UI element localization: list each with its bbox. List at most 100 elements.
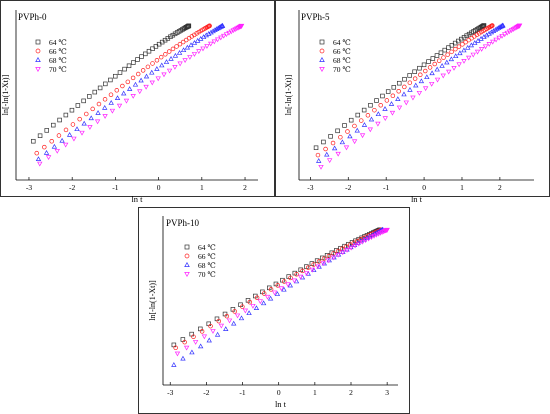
data-point <box>84 111 89 117</box>
data-point <box>235 25 241 31</box>
data-point <box>108 77 113 83</box>
data-point <box>315 152 321 158</box>
data-point <box>191 334 196 339</box>
data-point <box>130 75 136 81</box>
data-point <box>330 140 336 146</box>
data-point <box>504 30 510 36</box>
data-point <box>199 329 205 334</box>
data-point <box>224 313 230 319</box>
x-tick-label: -3 <box>167 388 173 397</box>
data-point <box>441 55 446 60</box>
data-point <box>457 50 463 56</box>
data-point <box>481 23 487 28</box>
data-point <box>208 41 214 47</box>
data-point <box>171 362 177 367</box>
data-point <box>388 101 395 106</box>
data-point <box>192 32 197 38</box>
data-point <box>31 138 36 144</box>
data-point <box>315 264 321 270</box>
legend-marker <box>319 39 325 45</box>
data-point <box>344 246 350 252</box>
data-point <box>201 334 208 340</box>
data-point <box>177 41 183 47</box>
data-point <box>486 42 492 47</box>
data-point <box>506 29 513 35</box>
data-point <box>463 39 468 45</box>
data-point <box>261 291 267 296</box>
data-point <box>391 85 397 90</box>
data-point <box>451 65 457 71</box>
data-point <box>143 51 148 57</box>
data-point <box>159 62 165 68</box>
data-point <box>275 283 280 288</box>
data-point <box>192 340 199 345</box>
data-point <box>461 59 467 64</box>
data-point <box>188 42 194 48</box>
data-point <box>390 93 396 99</box>
data-point <box>373 232 380 238</box>
data-point <box>297 274 304 280</box>
data-point <box>496 35 502 41</box>
data-point <box>396 80 402 86</box>
chart-title: PVPh-0 <box>18 12 47 22</box>
data-point <box>359 133 366 139</box>
legend-entry: 64 ℃ <box>198 243 216 252</box>
data-point <box>126 86 133 91</box>
data-point <box>34 150 39 156</box>
x-tick-label: -3 <box>26 183 32 192</box>
data-point <box>402 84 407 90</box>
x-tick-label: -1 <box>383 183 389 192</box>
data-point <box>44 128 49 133</box>
data-point <box>402 76 407 82</box>
data-point <box>218 35 224 41</box>
data-point <box>90 106 95 112</box>
data-point <box>184 44 191 50</box>
data-point <box>374 98 379 103</box>
data-point <box>375 111 382 117</box>
data-point <box>120 83 125 89</box>
data-point <box>81 98 86 104</box>
chart-panel-2: -3 -2 -1 0 1 2 PVPh-5 ln t ln[-ln(1-Xt)] 64 ℃66 ℃… <box>275 0 550 204</box>
data-point <box>117 70 123 75</box>
x-tick-label: 2 <box>349 388 353 397</box>
data-point <box>238 315 245 321</box>
data-point <box>214 331 221 337</box>
x-tick-label: -2 <box>69 183 75 192</box>
data-point <box>403 100 409 106</box>
data-point <box>216 318 222 324</box>
data-point <box>232 309 237 314</box>
data-point <box>488 29 495 35</box>
data-point <box>219 22 226 28</box>
data-point <box>326 257 332 263</box>
data-point <box>335 128 340 134</box>
data-point <box>191 52 198 57</box>
data-point <box>155 76 161 82</box>
data-point <box>35 156 42 161</box>
data-point <box>490 39 496 45</box>
data-point <box>413 82 419 88</box>
data-point <box>516 23 523 29</box>
data-point <box>77 116 82 122</box>
data-point <box>217 24 224 29</box>
data-point <box>260 300 267 306</box>
data-point <box>92 89 98 95</box>
data-point <box>384 227 390 233</box>
data-point <box>211 39 217 45</box>
data-point <box>183 345 190 351</box>
data-point <box>267 295 274 301</box>
data-point <box>323 146 328 152</box>
data-point <box>103 81 108 87</box>
legend-entry: 68 ℃ <box>198 261 216 270</box>
data-point <box>102 114 108 119</box>
data-point <box>513 25 519 31</box>
data-point <box>237 24 243 30</box>
data-point <box>313 145 319 151</box>
data-point <box>149 80 155 86</box>
data-point <box>453 53 459 59</box>
x-tick-label: -1 <box>112 183 118 192</box>
data-point <box>228 29 234 35</box>
series-square <box>313 23 487 151</box>
data-point <box>231 320 237 326</box>
chart-panel-1: -3 -2 -1 0 1 2 PVPh-0 ln t ln[-ln(1-Xt)] 64 ℃66 ℃… <box>0 0 275 204</box>
legend-entry: 70 ℃ <box>49 65 67 74</box>
